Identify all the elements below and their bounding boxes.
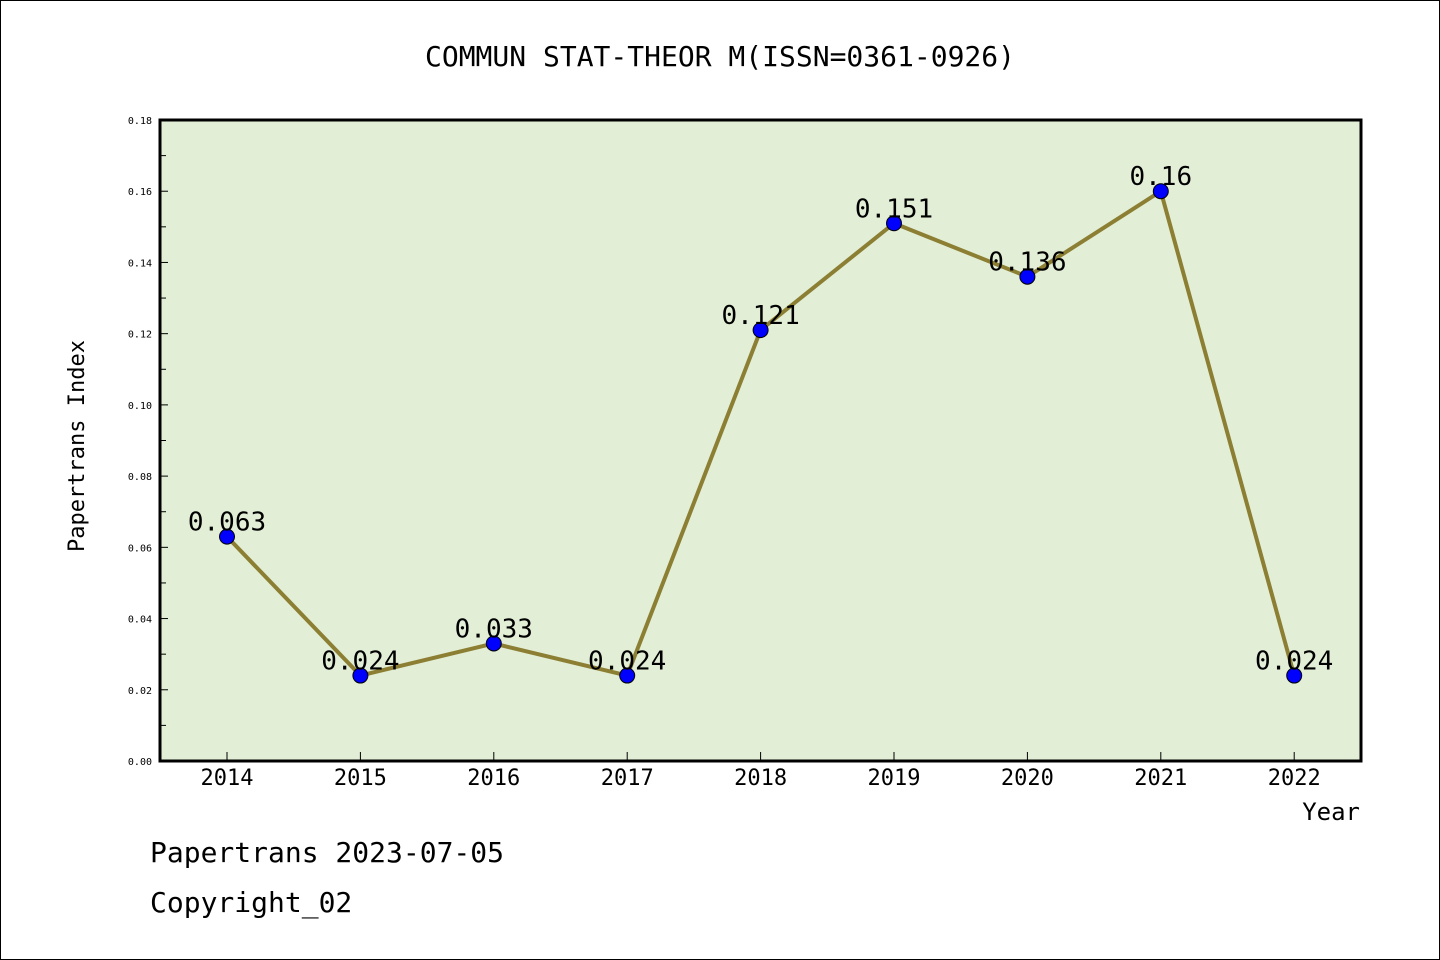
x-tick-label: 2019 bbox=[868, 766, 921, 791]
chart-title: COMMUN STAT-THEOR M(ISSN=0361-0926) bbox=[425, 40, 1015, 73]
x-axis-label: Year bbox=[1302, 798, 1360, 826]
data-point bbox=[219, 528, 235, 545]
y-tick-label: 0.02 bbox=[128, 686, 152, 697]
x-tick-label: 2017 bbox=[601, 766, 654, 791]
y-tick-label: 0.18 bbox=[128, 116, 152, 127]
data-point bbox=[619, 667, 636, 684]
data-point bbox=[752, 322, 769, 339]
x-tick-label: 2015 bbox=[334, 766, 387, 791]
y-tick-label: 0.08 bbox=[128, 472, 152, 483]
y-tick-label: 0.10 bbox=[128, 401, 152, 412]
data-label: 0.063 bbox=[188, 508, 266, 538]
x-tick-label: 2021 bbox=[1134, 766, 1187, 791]
data-label: 0.151 bbox=[855, 194, 933, 224]
x-tick-label: 2018 bbox=[734, 766, 787, 791]
data-label: 0.121 bbox=[721, 301, 799, 331]
axis-ticks: 0.00 0.02 0.04 0.06 0.08 0.10 0.12 0.14 0.16 0.18… bbox=[128, 116, 1321, 791]
y-tick-label: 0.12 bbox=[128, 330, 152, 341]
x-tick-label: 2022 bbox=[1268, 766, 1321, 791]
x-tick-label: 2020 bbox=[1001, 766, 1054, 791]
data-label: 0.136 bbox=[988, 248, 1066, 278]
footer-copyright: Copyright_02 bbox=[150, 886, 353, 919]
y-tick-label: 0.14 bbox=[128, 258, 152, 269]
plot-area bbox=[158, 118, 1363, 763]
y-tick-label: 0.06 bbox=[128, 543, 152, 554]
data-point bbox=[352, 667, 369, 684]
data-point bbox=[1019, 268, 1036, 285]
series-layer: 0.063 0.024 0.033 0.024 0.121 0.151 0.136 0.16 0… bbox=[188, 162, 1333, 684]
data-label: 0.16 bbox=[1129, 162, 1192, 192]
data-point bbox=[1152, 183, 1169, 200]
data-label: 0.024 bbox=[1255, 647, 1333, 677]
footer-date: Papertrans 2023-07-05 bbox=[150, 836, 505, 869]
data-label: 0.033 bbox=[455, 614, 533, 644]
y-tick-label: 0.16 bbox=[128, 187, 152, 198]
data-point bbox=[886, 215, 902, 232]
data-point bbox=[1286, 667, 1303, 684]
y-tick-label: 0.00 bbox=[128, 757, 152, 768]
data-label: 0.024 bbox=[588, 647, 666, 677]
y-axis-label: Papertrans Index bbox=[65, 340, 90, 552]
x-tick-label: 2014 bbox=[201, 766, 254, 791]
data-point bbox=[485, 635, 502, 652]
x-tick-label: 2016 bbox=[467, 766, 520, 791]
data-label: 0.024 bbox=[321, 647, 399, 677]
y-tick-label: 0.04 bbox=[128, 615, 152, 626]
